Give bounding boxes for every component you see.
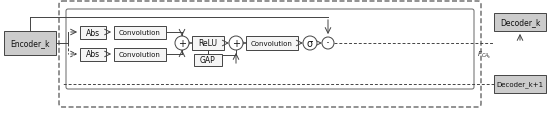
Circle shape [303,37,317,51]
Text: Abs: Abs [86,50,100,59]
Text: +: + [178,39,186,49]
Text: +: + [232,39,240,49]
FancyBboxPatch shape [494,75,546,93]
Text: Decoder_k: Decoder_k [500,18,540,27]
Text: Convolution: Convolution [119,52,161,58]
FancyBboxPatch shape [114,26,166,39]
FancyBboxPatch shape [246,37,298,51]
Text: $F_{CA_k}$: $F_{CA_k}$ [477,50,492,60]
FancyBboxPatch shape [494,14,546,32]
FancyBboxPatch shape [80,48,106,61]
Text: GAP: GAP [200,56,216,65]
FancyBboxPatch shape [66,10,474,89]
FancyBboxPatch shape [59,2,481,107]
Text: Abs: Abs [86,28,100,37]
Text: ReLU: ReLU [199,39,217,48]
FancyBboxPatch shape [80,26,106,39]
Text: Convolution: Convolution [119,30,161,36]
Text: Convolution: Convolution [251,41,293,47]
Circle shape [175,37,189,51]
FancyBboxPatch shape [114,48,166,61]
Circle shape [322,38,334,50]
Text: Decoder_k+1: Decoder_k+1 [496,81,544,88]
Text: ·: · [326,37,330,50]
FancyBboxPatch shape [4,32,56,55]
Circle shape [229,37,243,51]
Text: σ: σ [307,39,313,49]
FancyBboxPatch shape [192,37,224,51]
FancyBboxPatch shape [194,54,222,66]
Text: Encoder_k: Encoder_k [10,39,50,48]
